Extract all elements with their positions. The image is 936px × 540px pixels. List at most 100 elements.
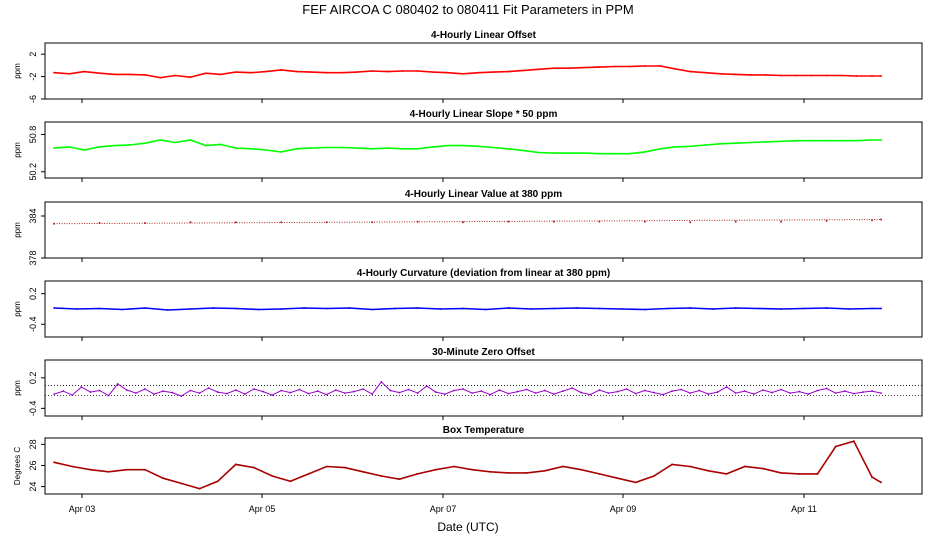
- data-point: [795, 139, 798, 142]
- data-point: [443, 393, 446, 396]
- data-point: [216, 480, 219, 483]
- data-point: [166, 309, 169, 311]
- data-point: [125, 389, 128, 391]
- y-tick-label: 2: [28, 52, 38, 57]
- data-point: [543, 469, 546, 472]
- data-point: [432, 145, 434, 148]
- y-tick-label: 28: [28, 439, 38, 449]
- data-trend: [54, 219, 882, 225]
- data-point: [71, 394, 74, 397]
- data-point: [553, 393, 555, 396]
- data-point: [666, 307, 669, 310]
- y-tick-label: 378: [28, 250, 38, 265]
- data-point: [416, 147, 419, 150]
- data-point: [530, 308, 533, 310]
- data-point: [362, 388, 364, 390]
- data-point: [62, 390, 65, 392]
- data-point: [689, 465, 692, 468]
- data-point: [492, 71, 494, 74]
- data-point: [162, 477, 165, 480]
- data-point: [114, 73, 116, 76]
- data-point: [446, 144, 449, 147]
- data-point: [174, 141, 176, 144]
- data-point: [371, 70, 374, 72]
- data-line: [53, 381, 882, 397]
- data-point: [537, 68, 540, 71]
- data-point: [580, 468, 583, 471]
- data-point: [534, 392, 537, 394]
- data-point: [537, 151, 540, 154]
- data-point: [575, 307, 578, 309]
- data-point: [144, 307, 146, 309]
- data-point: [750, 141, 753, 144]
- data-point: [789, 392, 792, 394]
- data-point: [698, 389, 701, 392]
- data-point: [507, 147, 510, 150]
- data-point: [189, 139, 192, 141]
- data-point: [734, 142, 737, 145]
- data-point: [53, 71, 55, 74]
- data-point: [219, 143, 222, 146]
- data-point: [598, 152, 601, 155]
- data-point: [625, 388, 628, 390]
- data-point: [507, 392, 510, 395]
- data-point: [344, 466, 346, 469]
- data-point: [446, 71, 449, 74]
- y-axis-label: ppm: [13, 301, 22, 317]
- data-point: [98, 72, 101, 75]
- data-point: [462, 388, 464, 390]
- data-point: [613, 152, 616, 155]
- data-line: [54, 307, 882, 311]
- data-point: [507, 220, 510, 223]
- data-point: [643, 150, 646, 153]
- x-tick-label: Apr 05: [249, 504, 276, 514]
- data-point: [250, 147, 253, 150]
- data-point: [98, 307, 101, 310]
- x-tick-label: Apr 09: [610, 504, 637, 514]
- data-point: [825, 387, 828, 390]
- y-tick-label: 0.2: [28, 287, 38, 300]
- plot-frame: [44, 201, 923, 259]
- data-point: [704, 144, 707, 146]
- panel-title: 4-Hourly Curvature (deviation from linea…: [357, 268, 610, 279]
- data-point: [416, 70, 419, 72]
- data-point: [843, 390, 846, 392]
- panel-1: 4-Hourly Linear Offset -6 -2 2 ppm: [13, 30, 923, 103]
- data-point: [516, 390, 519, 393]
- data-point: [553, 152, 555, 155]
- data-line: [53, 440, 882, 490]
- data-point: [257, 308, 260, 311]
- data-point: [325, 307, 328, 310]
- data-point: [716, 391, 719, 393]
- data-point: [53, 461, 55, 464]
- data-point: [316, 390, 319, 392]
- y-tick-label: 50.2: [28, 163, 38, 181]
- data-point: [234, 221, 237, 224]
- data-point: [725, 473, 728, 475]
- data-point: [303, 307, 305, 309]
- data-point: [734, 73, 737, 76]
- data-point: [662, 393, 664, 396]
- y-tick-label: -6: [28, 95, 38, 103]
- data-point: [144, 142, 146, 145]
- data-point: [507, 307, 510, 309]
- data-point: [543, 389, 546, 392]
- y-tick-label: 24: [28, 482, 38, 492]
- data-point: [401, 147, 404, 150]
- data-point: [523, 69, 525, 72]
- y-tick-label: -2: [28, 73, 38, 81]
- data-point: [271, 475, 274, 477]
- y-tick-label: -0.4: [28, 401, 38, 417]
- data-point: [75, 308, 78, 310]
- data-point: [416, 392, 419, 394]
- panel-4: 4-Hourly Curvature (deviation from linea…: [13, 268, 923, 341]
- data-point: [189, 308, 192, 310]
- data-point: [834, 445, 837, 448]
- y-tick-label: 26: [28, 460, 38, 470]
- data-point: [355, 147, 358, 150]
- data-point: [325, 393, 328, 396]
- data-point: [583, 152, 585, 155]
- x-tick-label: Apr 07: [430, 504, 457, 514]
- data-point: [234, 147, 237, 150]
